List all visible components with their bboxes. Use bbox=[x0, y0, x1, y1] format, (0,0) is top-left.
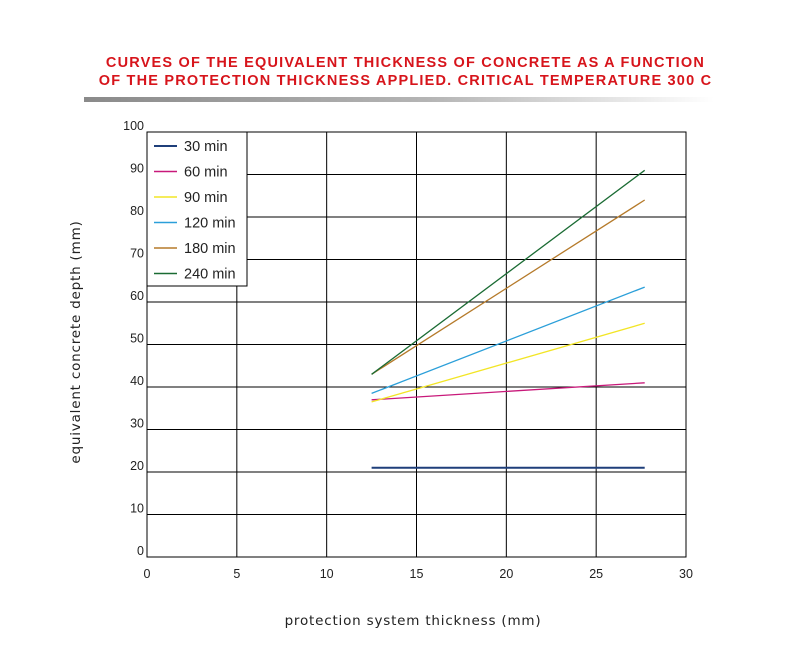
title-underline-bar bbox=[84, 97, 714, 102]
y-tick-label: 40 bbox=[130, 374, 144, 388]
chart-title-line-1: CURVES OF THE EQUIVALENT THICKNESS OF CO… bbox=[105, 55, 706, 71]
x-tick-label: 20 bbox=[499, 567, 513, 581]
series-line-60-min bbox=[371, 382, 645, 401]
series-lines bbox=[371, 169, 646, 469]
y-tick-label: 100 bbox=[123, 119, 144, 133]
legend: 30 min 60 min 90 min 120 min 180 min 240 min bbox=[146, 131, 248, 287]
series-line-180-min bbox=[371, 199, 646, 375]
y-tick-label: 20 bbox=[130, 459, 144, 473]
y-tick-label: 80 bbox=[130, 204, 144, 218]
tick-labels: 0 5 10 15 20 25 30 0 10 20 30 40 50 60 70 80 90 100 bbox=[123, 119, 693, 581]
x-tick-label: 10 bbox=[320, 567, 334, 581]
chart-title-line-2: OF THE PROTECTION THICKNESS APPLIED. CRI… bbox=[98, 73, 713, 89]
series-line-90-min bbox=[371, 322, 645, 403]
x-tick-label: 25 bbox=[589, 567, 603, 581]
y-tick-label: 10 bbox=[130, 502, 144, 516]
legend-entry-label: 90 min bbox=[184, 190, 228, 206]
y-tick-label: 60 bbox=[130, 289, 144, 303]
legend-box bbox=[146, 131, 248, 287]
series-line-120-min bbox=[371, 286, 645, 395]
series-line-240-min bbox=[371, 169, 646, 375]
y-tick-label: 70 bbox=[130, 247, 144, 261]
x-tick-label: 5 bbox=[233, 567, 240, 581]
y-tick-label: 90 bbox=[130, 162, 144, 176]
legend-entry-label: 240 min bbox=[184, 267, 236, 283]
legend-entry-label: 60 min bbox=[184, 165, 228, 181]
y-tick-label: 30 bbox=[130, 417, 144, 431]
legend-entry-label: 180 min bbox=[184, 241, 236, 257]
chart-title: CURVES OF THE EQUIVALENT THICKNESS OF CO… bbox=[0, 54, 811, 90]
x-tick-label: 15 bbox=[410, 567, 424, 581]
y-tick-label: 0 bbox=[137, 544, 144, 558]
y-axis-label: equivalent concrete depth (mm) bbox=[68, 220, 84, 463]
x-axis-label: protection system thickness (mm) bbox=[285, 613, 542, 629]
legend-entry-label: 120 min bbox=[184, 216, 236, 232]
x-tick-label: 30 bbox=[679, 567, 693, 581]
legend-entry-label: 30 min bbox=[184, 139, 228, 155]
x-tick-label: 0 bbox=[144, 567, 151, 581]
y-tick-label: 50 bbox=[130, 332, 144, 346]
